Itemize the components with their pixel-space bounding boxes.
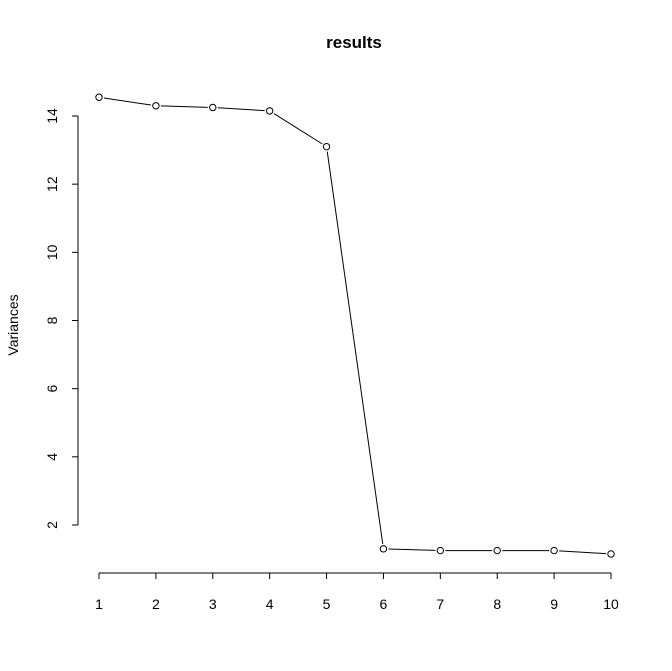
series-segment [217, 107, 265, 112]
x-tick-label: 8 [493, 596, 501, 612]
x-axis: 1 2 3 4 5 6 7 8 9 10 [95, 572, 619, 612]
y-tick-label: 12 [44, 176, 60, 192]
y-tick-label: 4 [44, 453, 60, 461]
x-tick-label: 10 [603, 596, 619, 612]
x-tick-label: 9 [550, 596, 558, 612]
y-tick-label: 6 [44, 385, 60, 393]
series-segment [103, 97, 152, 106]
x-tick-label: 2 [152, 596, 160, 612]
y-tick-label: 14 [44, 108, 60, 124]
y-tick-label: 2 [44, 521, 60, 529]
plot-area [95, 93, 615, 558]
data-point [493, 546, 501, 555]
series-segment [160, 105, 208, 108]
data-point [379, 545, 388, 553]
y-axis-title: Variances [5, 294, 21, 355]
y-tick-label: 10 [44, 244, 60, 260]
x-tick-label: 1 [95, 596, 103, 612]
x-tick-label: 6 [380, 596, 388, 612]
series-segment [273, 113, 323, 145]
data-point [152, 102, 160, 110]
series-segment [388, 548, 436, 551]
x-tick-label: 3 [209, 596, 217, 612]
x-tick-label: 4 [266, 596, 274, 612]
x-tick-label: 7 [436, 596, 444, 612]
x-tick-label: 5 [323, 596, 331, 612]
chart-title: results [326, 33, 382, 52]
data-point [209, 103, 217, 112]
data-point [322, 142, 331, 151]
series-segment [326, 151, 384, 544]
data-point [607, 550, 615, 558]
data-point [265, 107, 274, 115]
y-axis: 2 4 6 8 10 12 14 [44, 108, 79, 529]
data-point [95, 93, 103, 101]
y-tick-label: 8 [44, 316, 60, 324]
series-segment [559, 550, 607, 555]
data-point [550, 546, 558, 555]
data-point [436, 546, 445, 555]
